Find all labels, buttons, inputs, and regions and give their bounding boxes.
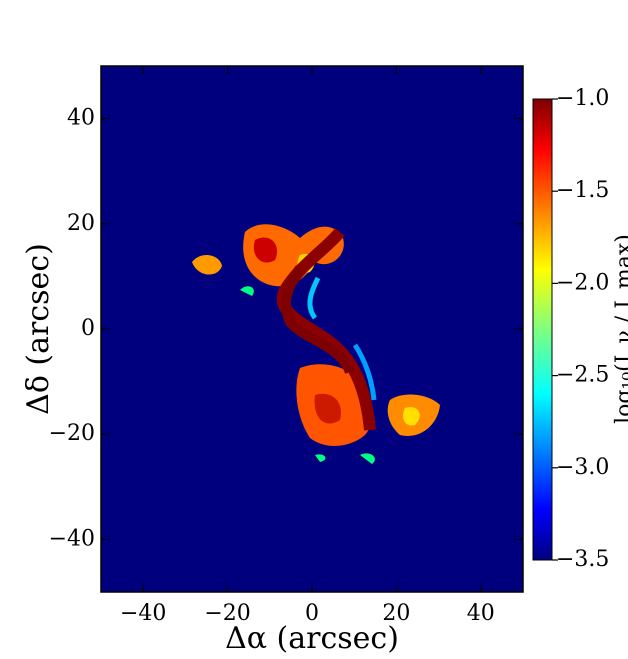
colorbar-tick-label: −1.5: [556, 178, 609, 203]
colorbar: [532, 98, 553, 561]
colorbar-tick-label: −1.0: [556, 86, 609, 111]
y-tick-label: 20: [67, 211, 95, 236]
x-tick-label: 20: [382, 601, 410, 626]
x-tick-label: 0: [305, 601, 319, 626]
colorbar-label: log₁₀(I_ν / I_max): [612, 234, 628, 424]
y-tick-label: 0: [81, 316, 95, 341]
y-axis-label: Δδ (arcsec): [21, 243, 56, 415]
x-tick-label: −20: [204, 601, 250, 626]
y-tick-label: −20: [49, 421, 95, 446]
x-tick-label: −40: [120, 601, 166, 626]
y-tick-label: 40: [67, 106, 95, 131]
colorbar-tick-label: −3.5: [556, 547, 609, 572]
x-tick-label: 40: [467, 601, 495, 626]
emission: [192, 224, 440, 464]
y-tick-label: −40: [49, 526, 95, 551]
colorbar-tick-label: −3.0: [556, 455, 609, 480]
colorbar-tick-label: −2.0: [556, 270, 609, 295]
colorbar-tick-label: −2.5: [556, 363, 609, 388]
x-axis-label: Δα (arcsec): [225, 621, 399, 656]
